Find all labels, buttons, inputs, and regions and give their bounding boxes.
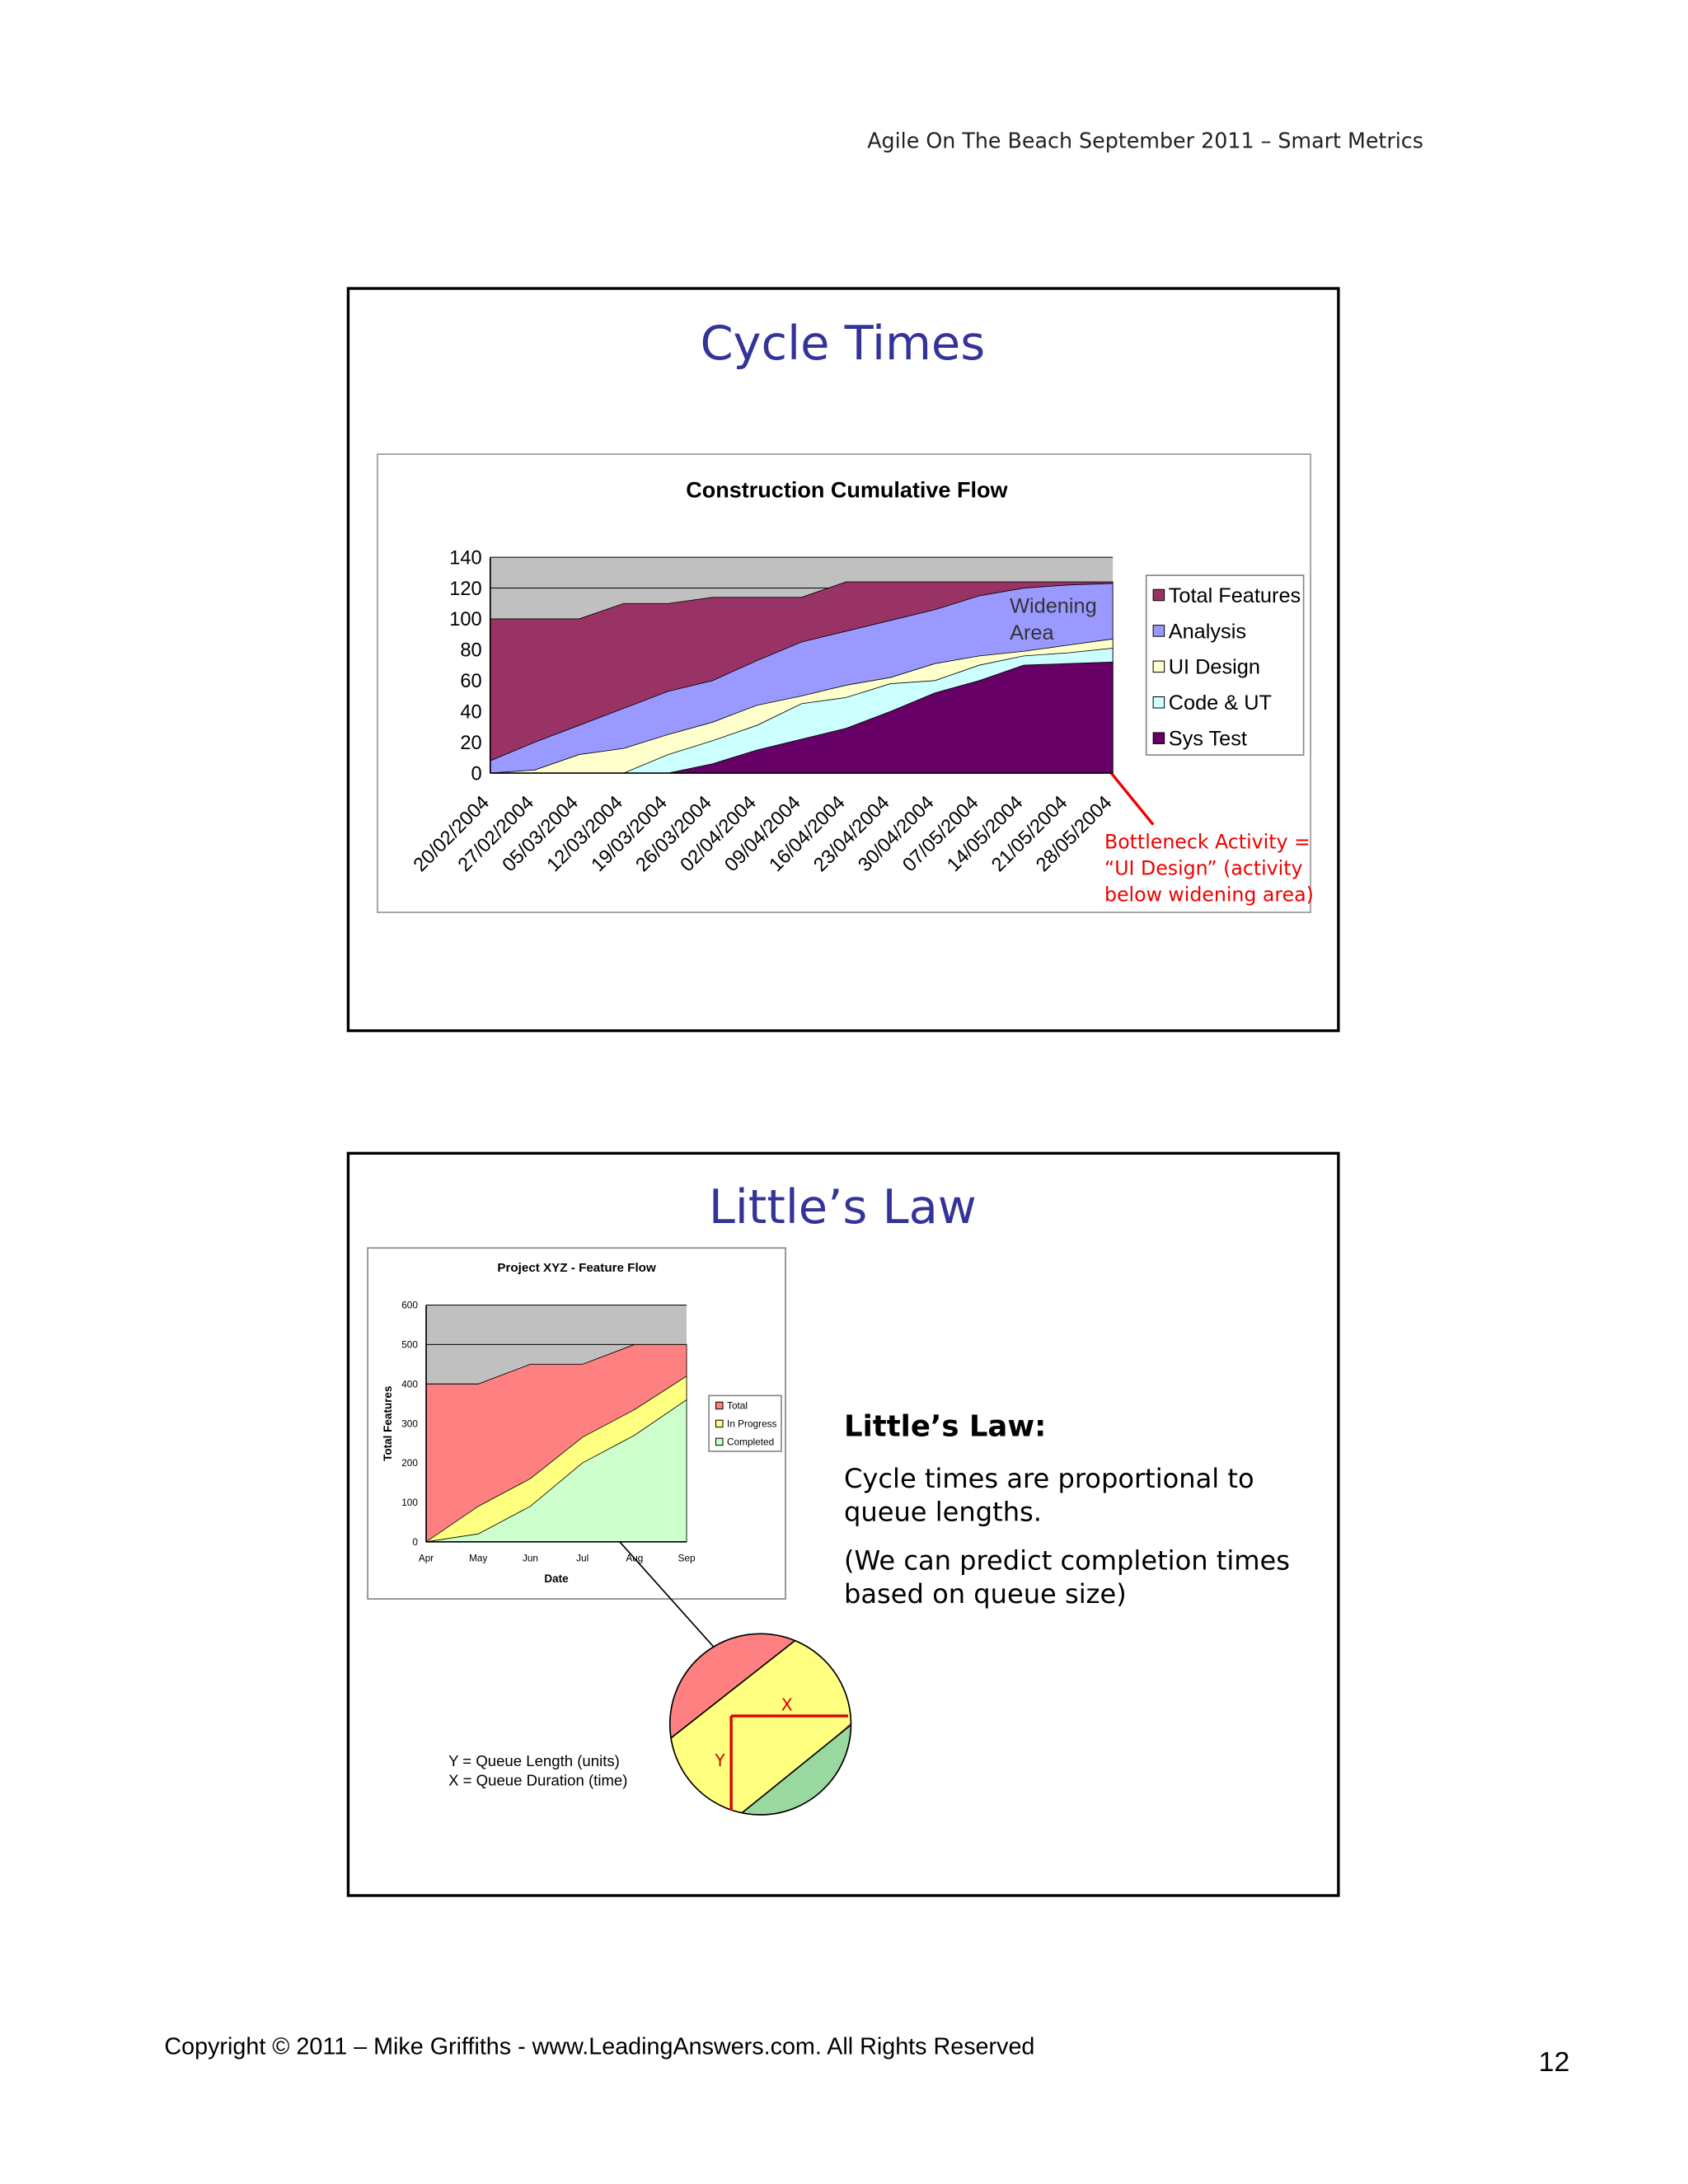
text-heading: Little’s Law: (844, 1409, 1046, 1443)
y-tick-label: 0 (412, 1536, 418, 1548)
legend-label: Total (727, 1400, 748, 1412)
chart-title: Construction Cumulative Flow (686, 477, 1008, 502)
zoom-x-label: X (781, 1694, 793, 1714)
legend-swatch (1152, 625, 1165, 637)
legend-swatch (1152, 588, 1165, 602)
legend-swatch (1152, 660, 1165, 673)
legend-swatch (1152, 732, 1165, 744)
legend-label: Completed (727, 1436, 774, 1448)
y-tick-label: 200 (401, 1457, 418, 1469)
zoom-key: X = Queue Duration (time) (448, 1772, 627, 1789)
x-tick-label: Aug (626, 1552, 643, 1563)
y-tick-label: 40 (460, 701, 481, 723)
legend-label: Code & UT (1169, 691, 1272, 715)
legend-label: Total Features (1169, 584, 1301, 607)
y-tick-label: 60 (460, 671, 481, 692)
y-tick-label: 120 (449, 579, 481, 600)
y-tick-label: 140 (449, 547, 481, 569)
legend-swatch (715, 1401, 724, 1410)
zoom-key: Y = Queue Length (units) (448, 1752, 620, 1769)
text-line: queue lengths. (844, 1496, 1042, 1527)
y-tick-label: 500 (401, 1339, 418, 1351)
area (426, 1399, 687, 1543)
zoom-y-label: Y (714, 1750, 725, 1770)
legend-label: Sys Test (1169, 728, 1247, 751)
y-tick-label: 20 (460, 733, 481, 754)
zoom-outline (668, 1633, 852, 1816)
annotation: below widening area) (1104, 883, 1314, 907)
legend-label: In Progress (727, 1418, 776, 1430)
y-tick-label: 400 (401, 1378, 418, 1390)
annotation: Area (1010, 621, 1054, 644)
x-tick-label: Jun (523, 1552, 538, 1563)
y-axis-title: Total Features (382, 1386, 394, 1461)
footer-copyright: Copyright © 2011 – Mike Griffiths - www.… (164, 2034, 1034, 2060)
y-tick-label: 300 (401, 1418, 418, 1429)
annotation: Bottleneck Activity = (1104, 830, 1311, 853)
y-tick-label: 100 (449, 609, 481, 630)
legend-label: UI Design (1169, 656, 1260, 679)
x-tick-label: May (469, 1552, 487, 1563)
legend-swatch (1152, 696, 1165, 709)
y-tick-label: 0 (471, 763, 482, 785)
x-axis-title: Date (544, 1572, 569, 1585)
annotation: “UI Design” (activity (1104, 856, 1303, 879)
zoom-circle (669, 1633, 851, 1815)
y-tick-label: 100 (401, 1497, 418, 1508)
legend-label: Analysis (1169, 620, 1246, 643)
slide-title: Little’s Law (709, 1179, 977, 1235)
header: Agile On The Beach September 2011 – Smar… (867, 128, 1423, 152)
slide-frame (346, 1151, 1340, 1897)
x-tick-label: Sep (678, 1552, 696, 1563)
y-tick-label: 80 (460, 640, 481, 662)
slide-frame (346, 287, 1340, 1033)
x-tick-label: Apr (419, 1552, 434, 1563)
x-tick-label: Jul (576, 1552, 588, 1563)
legend-swatch (715, 1419, 724, 1428)
legend (1145, 574, 1305, 756)
page-number: 12 (1539, 2046, 1570, 2078)
annotation: Widening (1010, 595, 1097, 618)
text-line: based on queue size) (844, 1578, 1127, 1610)
legend-swatch (715, 1437, 724, 1446)
text-line: Cycle times are proportional to (844, 1463, 1254, 1494)
text-line: (We can predict completion times (844, 1545, 1290, 1577)
chart-title: Project XYZ - Feature Flow (497, 1261, 656, 1275)
y-tick-label: 600 (401, 1300, 418, 1311)
slide-title: Cycle Times (700, 316, 985, 371)
